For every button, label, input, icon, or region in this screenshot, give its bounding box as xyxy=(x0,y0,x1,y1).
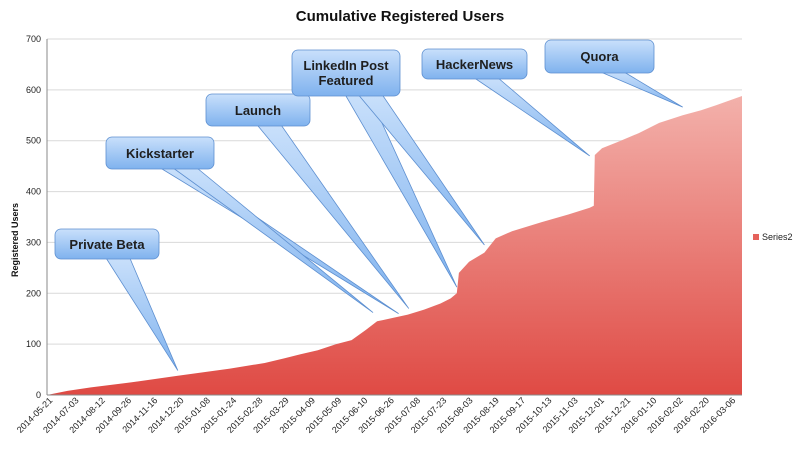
annotation-pointer xyxy=(598,70,683,108)
annotation-box xyxy=(105,136,215,170)
y-tick-label: 200 xyxy=(26,288,41,298)
annotation-callout xyxy=(291,49,485,288)
annotation-box xyxy=(421,48,528,80)
y-tick-label: 700 xyxy=(26,34,41,44)
y-tick-label: 300 xyxy=(26,237,41,247)
annotation-callout xyxy=(205,93,410,309)
annotation-pointer xyxy=(104,256,179,371)
y-tick-label: 100 xyxy=(26,339,41,349)
y-tick-label: 400 xyxy=(26,187,41,197)
chart-title: Cumulative Registered Users xyxy=(295,8,505,25)
annotation-callout xyxy=(544,39,683,108)
legend-label-series2: Series2 xyxy=(762,232,793,242)
annotation-box xyxy=(54,228,160,260)
legend-swatch-series2 xyxy=(753,234,759,240)
annotation-pointer xyxy=(471,76,590,157)
annotation-box xyxy=(544,39,655,74)
annotation-box xyxy=(205,93,311,127)
annotation-box xyxy=(291,49,401,97)
y-tick-label: 0 xyxy=(36,390,41,400)
legend: Series2 xyxy=(753,232,793,242)
annotation-callout xyxy=(105,136,399,314)
y-tick-label: 600 xyxy=(26,85,41,95)
series-area-series2 xyxy=(47,96,742,395)
y-tick-label: 500 xyxy=(26,136,41,146)
annotation-callout xyxy=(54,228,179,371)
annotation-callout xyxy=(421,48,590,157)
annotation-pointer xyxy=(170,166,374,313)
